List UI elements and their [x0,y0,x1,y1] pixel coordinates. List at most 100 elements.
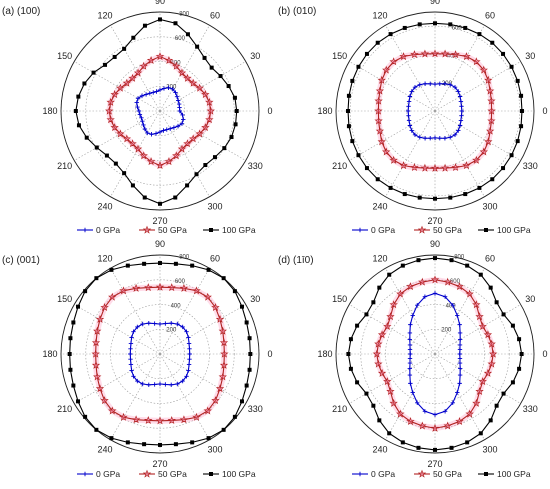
data-point [406,118,412,123]
data-point [387,431,392,436]
angle-tick-label: 240 [372,201,387,211]
series-100-gpa [73,17,239,206]
data-point [519,109,524,113]
data-point [364,51,369,56]
data-point [129,335,134,340]
radial-tick-label: 200 [441,328,452,334]
data-point [478,377,487,386]
angle-tick-label: 270 [427,459,442,469]
data-point [186,362,192,367]
data-point [68,367,73,372]
data-point [409,128,414,133]
radial-tick-label: 600 [450,279,461,285]
data-point [122,171,127,176]
series-0-gpa [128,320,192,388]
series-line [108,55,212,167]
data-point [372,349,382,358]
data-point [206,106,215,115]
angle-tick-label: 210 [57,404,72,414]
data-point [399,161,408,170]
data-point [452,84,458,90]
data-point [433,447,437,452]
data-point [509,64,514,69]
angle-tick-label: 180 [42,106,57,116]
data-point [133,144,143,153]
data-point [157,87,163,93]
data-point [412,132,418,138]
data-point [387,272,392,277]
data-point [146,55,156,65]
data-point [239,399,244,404]
data-point [122,78,132,87]
legend: 0 GPa 50 GPa 100 GPa [77,469,256,479]
angular-gridline [434,268,485,355]
angle-tick-label: 330 [523,404,538,414]
data-point [416,258,421,263]
angular-gridline [159,61,246,112]
data-point [350,139,355,144]
data-point [407,356,413,361]
data-point [180,324,185,330]
angle-tick-label: 270 [152,216,167,226]
angle-tick-label: 330 [523,161,538,171]
data-point [169,320,174,326]
angle-tick-label: 0 [267,106,272,116]
angular-gridline [349,353,436,404]
polar-frame [335,254,535,454]
radial-tick-label: 800 [179,255,190,261]
legend-marker [209,472,213,476]
data-point [187,346,192,351]
angular-gridline [74,61,161,112]
data-point [415,302,420,308]
data-point [437,81,442,87]
data-point [133,68,143,77]
data-point [382,65,391,74]
data-point [377,137,386,146]
angular-gridline [110,25,161,112]
data-point [517,366,522,371]
data-point [501,166,506,171]
data-point [155,416,165,425]
data-point [483,368,493,377]
data-point [490,177,495,182]
data-point [430,275,440,284]
angle-tick-label: 30 [525,51,535,61]
data-point [122,46,127,51]
data-point [375,126,385,135]
series-line [376,279,494,429]
data-point [94,276,99,281]
data-point [94,427,99,432]
data-point [410,163,419,172]
data-point [140,321,145,327]
data-point [144,415,153,424]
data-point [229,135,234,140]
data-point [221,427,226,432]
angle-tick-label: 90 [430,0,440,6]
data-point [176,101,182,107]
data-point [233,122,238,127]
data-point [222,146,227,151]
data-point [346,352,351,356]
data-point [218,326,228,335]
data-point [131,35,136,40]
data-point [417,22,422,27]
data-point [515,139,520,144]
panel-label: (b) (010) [278,6,316,17]
data-point [456,128,461,133]
data-point [364,166,369,171]
data-point [168,126,173,131]
data-point [154,89,159,94]
data-point [239,304,244,309]
data-point [377,75,386,84]
data-point [422,294,428,299]
data-point [465,263,470,268]
data-point [428,135,433,141]
data-point [190,440,195,445]
angle-tick-label: 330 [248,404,263,414]
data-point [146,382,151,388]
data-point [348,337,353,342]
data-point [106,115,115,124]
data-point [488,349,498,358]
data-point [131,329,136,334]
data-point [519,93,524,98]
